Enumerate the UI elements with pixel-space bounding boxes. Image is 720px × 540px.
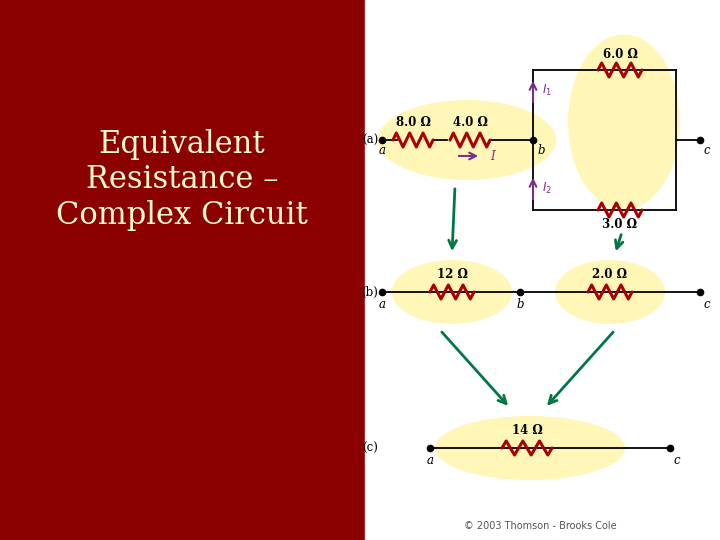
Text: (a): (a) [362, 133, 378, 146]
Text: © 2003 Thomson - Brooks Cole: © 2003 Thomson - Brooks Cole [464, 521, 616, 531]
Ellipse shape [378, 100, 556, 180]
Text: a: a [379, 145, 385, 158]
Text: (c): (c) [362, 442, 378, 455]
Text: $I_2$: $I_2$ [542, 180, 552, 195]
Ellipse shape [435, 416, 625, 480]
Text: 3.0 Ω: 3.0 Ω [603, 219, 637, 232]
Text: b: b [537, 145, 545, 158]
Text: c: c [674, 454, 680, 467]
Text: 6.0 Ω: 6.0 Ω [603, 49, 637, 62]
Text: a: a [426, 454, 433, 467]
Text: 12 Ω: 12 Ω [436, 267, 467, 280]
Ellipse shape [555, 260, 665, 324]
Text: I: I [490, 150, 495, 163]
Text: c: c [703, 145, 711, 158]
Bar [365, 0, 720, 540]
Text: 2.0 Ω: 2.0 Ω [593, 267, 628, 280]
Text: c: c [703, 298, 711, 310]
Text: b: b [516, 298, 523, 310]
Text: 8.0 Ω: 8.0 Ω [395, 117, 431, 130]
Ellipse shape [392, 260, 512, 324]
Text: $I_1$: $I_1$ [542, 83, 552, 98]
Text: 4.0 Ω: 4.0 Ω [453, 117, 487, 130]
Ellipse shape [568, 35, 680, 210]
Text: (b): (b) [361, 286, 379, 299]
Text: Equivalent
Resistance –
Complex Circuit: Equivalent Resistance – Complex Circuit [56, 129, 308, 231]
Text: a: a [379, 298, 385, 310]
Text: 14 Ω: 14 Ω [512, 423, 542, 436]
